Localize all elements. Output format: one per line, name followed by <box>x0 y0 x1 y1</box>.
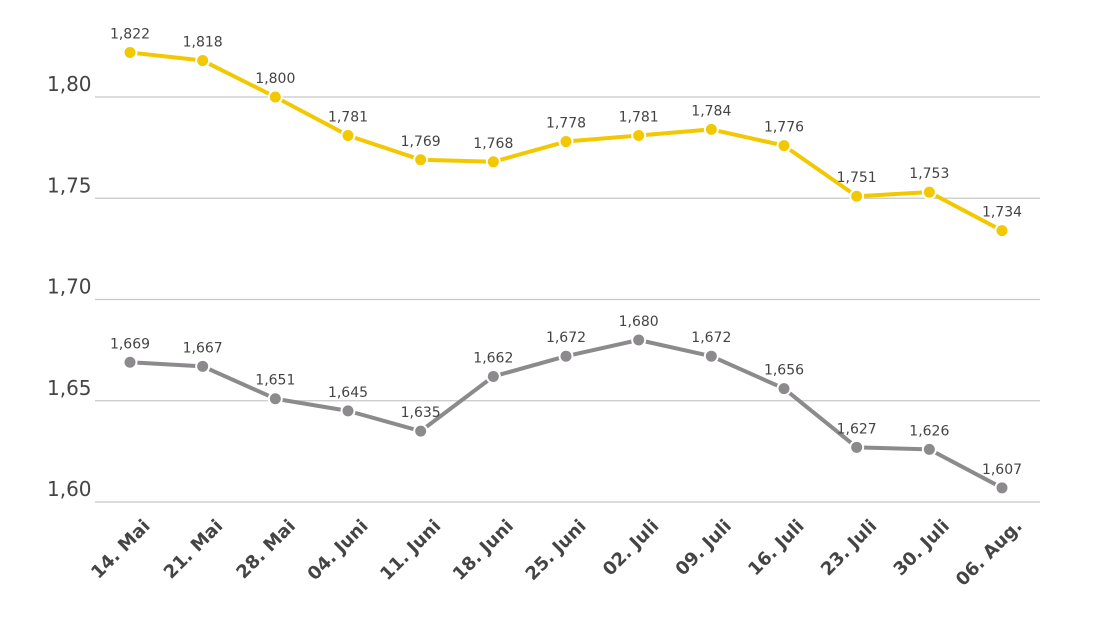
data-point <box>703 121 719 137</box>
x-tick-label: 04. Juni <box>304 516 373 585</box>
data-point <box>267 89 283 105</box>
value-label: 1,607 <box>982 462 1022 478</box>
x-tick-label: 30. Juli <box>890 516 954 580</box>
value-label: 1,800 <box>255 71 295 87</box>
data-point <box>849 188 865 204</box>
x-tick-label: 21. Mai <box>160 516 227 583</box>
value-label: 1,769 <box>401 134 441 150</box>
y-tick-label: 1,80 <box>47 72 92 96</box>
value-label: 1,645 <box>328 385 368 401</box>
x-tick-label: 23. Juli <box>817 516 881 580</box>
value-label: 1,751 <box>837 170 877 186</box>
value-label: 1,776 <box>764 120 804 136</box>
value-label: 1,651 <box>255 373 295 389</box>
data-point <box>703 348 719 364</box>
value-label: 1,734 <box>982 205 1022 221</box>
value-label: 1,784 <box>691 103 731 119</box>
data-point <box>558 134 574 150</box>
data-point <box>267 391 283 407</box>
value-label: 1,781 <box>328 109 368 125</box>
data-point <box>631 332 647 348</box>
value-label: 1,667 <box>183 340 223 356</box>
value-label: 1,672 <box>546 330 586 346</box>
data-point <box>195 358 211 374</box>
value-label: 1,669 <box>110 336 150 352</box>
value-label: 1,753 <box>909 166 949 182</box>
data-point <box>122 354 138 370</box>
value-label: 1,672 <box>691 330 731 346</box>
y-tick-label: 1,70 <box>47 275 92 299</box>
value-label: 1,680 <box>619 314 659 330</box>
data-point <box>776 138 792 154</box>
data-point <box>558 348 574 364</box>
data-point <box>122 44 138 60</box>
x-tick-label: 11. Juni <box>376 516 445 585</box>
value-label: 1,662 <box>473 350 513 366</box>
x-tick-label: 14. Mai <box>87 516 154 583</box>
data-point <box>485 154 501 170</box>
y-tick-label: 1,65 <box>47 376 92 400</box>
x-tick-label: 06. Aug. <box>952 516 1027 591</box>
data-point <box>994 480 1010 496</box>
value-label: 1,818 <box>183 35 223 51</box>
data-point <box>849 439 865 455</box>
data-point <box>340 403 356 419</box>
x-tick-label: 18. Juni <box>449 516 518 585</box>
x-tick-label: 25. Juni <box>522 516 591 585</box>
value-label: 1,781 <box>619 109 659 125</box>
value-label: 1,656 <box>764 363 804 379</box>
y-tick-label: 1,60 <box>47 477 92 501</box>
data-point <box>340 127 356 143</box>
x-tick-label: 16. Juli <box>744 516 808 580</box>
value-label: 1,627 <box>837 421 877 437</box>
x-tick-label: 02. Juli <box>599 516 663 580</box>
data-point <box>413 423 429 439</box>
value-label: 1,626 <box>909 423 949 439</box>
value-label: 1,635 <box>401 405 441 421</box>
data-point <box>195 53 211 69</box>
data-point <box>631 127 647 143</box>
data-point <box>485 368 501 384</box>
data-point <box>921 184 937 200</box>
data-point <box>413 152 429 168</box>
x-tick-label: 09. Juli <box>672 516 736 580</box>
x-tick-label: 28. Mai <box>232 516 299 583</box>
data-point <box>921 441 937 457</box>
data-point <box>776 381 792 397</box>
value-label: 1,768 <box>473 136 513 152</box>
value-label: 1,822 <box>110 26 150 42</box>
value-label: 1,778 <box>546 116 586 132</box>
y-tick-label: 1,75 <box>47 173 92 197</box>
data-point <box>994 223 1010 239</box>
